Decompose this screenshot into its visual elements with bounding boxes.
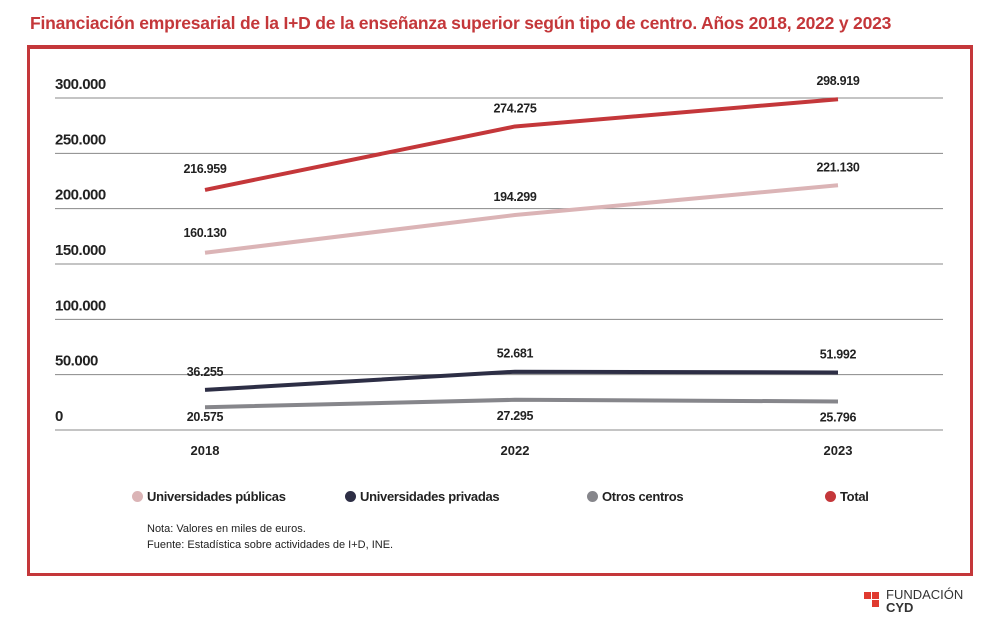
data-label: 36.255: [187, 365, 224, 379]
series-line: [204, 97, 839, 192]
data-label: 160.130: [183, 226, 226, 240]
y-tick-label: 100.000: [55, 297, 106, 314]
source: Fuente: Estadística sobre actividades de…: [147, 539, 394, 551]
y-tick-label: 50.000: [55, 353, 98, 370]
legend-marker: [587, 491, 598, 502]
data-label: 216.959: [183, 162, 226, 176]
data-label: 27.295: [497, 409, 534, 423]
logo-text: FUNDACIÓN: [886, 587, 964, 602]
legend-item-privadas: Universidades privadas: [345, 489, 500, 504]
legend-label: Total: [840, 489, 869, 504]
note: Nota: Valores en miles de euros.: [147, 523, 306, 535]
legend-item-total: Total: [825, 489, 869, 504]
data-label: 298.919: [816, 74, 859, 88]
data-label: 25.796: [820, 410, 857, 424]
legend-marker: [345, 491, 356, 502]
x-tick-label: 2022: [501, 443, 530, 458]
data-label: 221.130: [816, 160, 859, 174]
data-label: 51.992: [820, 347, 857, 361]
data-label: 274.275: [493, 101, 536, 115]
y-tick-label: 0: [55, 408, 63, 425]
legend-item-otros: Otros centros: [587, 489, 684, 504]
series-line: [204, 369, 839, 392]
logo-text: CYD: [886, 600, 914, 615]
y-tick-label: 150.000: [55, 242, 106, 259]
legend-item-publicas: Universidades públicas: [132, 489, 286, 504]
series-line: [204, 183, 839, 255]
logo-squares-icon: [864, 592, 879, 607]
fundacion-cyd-logo: FUNDACIÓN CYD: [864, 588, 963, 614]
legend-label: Universidades públicas: [147, 489, 286, 504]
legend-label: Otros centros: [602, 489, 684, 504]
legend-marker: [132, 491, 143, 502]
legend-label: Universidades privadas: [360, 489, 500, 504]
data-label: 194.299: [493, 190, 536, 204]
data-label: 52.681: [497, 347, 534, 361]
y-tick-label: 200.000: [55, 187, 106, 204]
data-label: 20.575: [187, 410, 224, 424]
chart-frame: [27, 45, 973, 576]
x-tick-label: 2018: [191, 443, 220, 458]
series-line: [204, 397, 839, 410]
x-tick-label: 2023: [824, 443, 853, 458]
legend-marker: [825, 491, 836, 502]
y-tick-label: 300.000: [55, 76, 106, 93]
chart-title: Financiación empresarial de la I+D de la…: [30, 13, 892, 33]
y-tick-label: 250.000: [55, 131, 106, 148]
